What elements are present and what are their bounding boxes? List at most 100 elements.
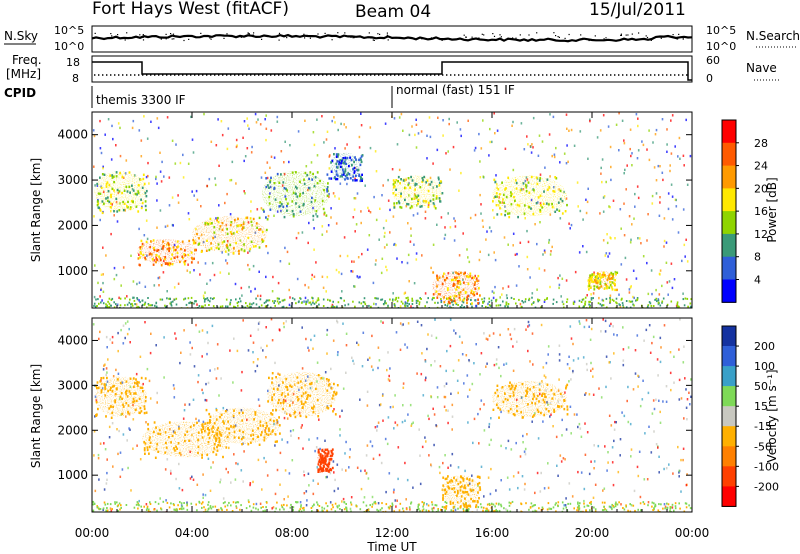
echo-cell	[462, 479, 465, 482]
echo-cell	[412, 421, 414, 424]
ground-scatter-cell	[113, 301, 115, 304]
echo-cell	[177, 194, 179, 197]
echo-cell	[432, 407, 434, 410]
ground-scatter-cell	[359, 508, 362, 511]
echo-cell	[132, 200, 134, 203]
ground-scatter-cell	[495, 510, 497, 512]
echo-cell	[215, 409, 218, 412]
ground-scatter-cell	[321, 506, 323, 509]
echo-cell	[490, 438, 492, 442]
echo-cell	[653, 430, 655, 433]
echo-cell	[99, 218, 101, 222]
echo-cell	[112, 137, 114, 141]
echo-cell	[326, 467, 329, 471]
colorbar-tick-label: 12	[754, 228, 768, 241]
echo-cell	[566, 383, 569, 387]
echo-cell	[258, 321, 261, 324]
ground-scatter-cell	[362, 301, 365, 304]
echo-cell	[326, 328, 329, 332]
echo-cell	[596, 272, 599, 275]
ground-scatter-cell	[640, 509, 642, 512]
echo-cell	[482, 225, 484, 228]
echo-cell	[599, 280, 602, 283]
ground-scatter-cell	[590, 298, 593, 301]
echo-cell	[356, 275, 359, 278]
echo-cell	[155, 344, 157, 347]
echo-cell	[94, 489, 97, 493]
echo-cell	[265, 127, 268, 130]
echo-cell	[222, 455, 224, 459]
noise-search-dot	[331, 39, 333, 41]
echo-cell	[108, 407, 111, 410]
echo-cell	[490, 417, 492, 420]
ground-scatter-cell	[106, 507, 108, 509]
echo-cell	[353, 197, 356, 200]
echo-cell	[500, 410, 502, 414]
echo-cell	[459, 481, 462, 484]
echo-cell	[538, 179, 541, 182]
echo-cell	[217, 118, 219, 121]
echo-cell	[271, 339, 274, 342]
echo-cell	[270, 176, 272, 179]
echo-cell	[474, 274, 476, 278]
echo-cell	[397, 200, 400, 203]
ground-scatter-cell	[264, 305, 267, 308]
noise-search-dot	[564, 37, 566, 39]
echo-cell	[242, 436, 245, 439]
echo-cell	[413, 282, 416, 285]
echo-cell	[297, 130, 300, 133]
echo-cell	[393, 206, 396, 209]
echo-cell	[502, 193, 505, 196]
echo-cell	[479, 373, 481, 376]
ground-scatter-cell	[590, 297, 593, 300]
echo-cell	[369, 126, 372, 129]
echo-cell	[497, 394, 499, 398]
echo-cell	[347, 177, 349, 180]
echo-cell	[197, 431, 200, 434]
echo-cell	[312, 214, 315, 218]
ground-scatter-cell	[230, 504, 232, 507]
ground-scatter-cell	[184, 297, 187, 300]
ground-scatter-cell	[676, 301, 679, 304]
echo-cell	[273, 156, 276, 159]
echo-cell	[399, 305, 402, 308]
echo-cell	[145, 195, 148, 198]
echo-cell	[502, 287, 504, 290]
ground-scatter-cell	[145, 509, 148, 511]
echo-cell	[372, 281, 375, 285]
echo-cell	[143, 234, 146, 237]
echo-cell	[144, 200, 147, 203]
echo-cell	[305, 504, 308, 507]
echo-cell	[546, 383, 549, 386]
echo-cell	[443, 506, 446, 509]
noise-search-dot	[557, 36, 559, 38]
ground-scatter-cell	[629, 510, 632, 512]
echo-cell	[523, 212, 526, 215]
echo-cell	[372, 368, 374, 372]
echo-cell	[260, 176, 263, 179]
echo-cell	[265, 228, 268, 232]
echo-cell	[162, 240, 164, 243]
echo-cell	[382, 393, 384, 396]
echo-cell	[633, 489, 636, 493]
echo-cell	[218, 164, 220, 167]
ground-scatter-cell	[137, 502, 139, 505]
echo-cell	[665, 467, 668, 470]
echo-cell	[560, 460, 563, 463]
echo-cell	[466, 275, 469, 278]
echo-cell	[122, 324, 125, 327]
echo-cell	[173, 256, 176, 259]
echo-cell	[510, 203, 513, 206]
ground-scatter-cell	[214, 505, 217, 508]
echo-cell	[264, 430, 267, 433]
echo-cell	[499, 408, 502, 411]
ground-scatter-cell	[305, 303, 307, 306]
echo-cell	[159, 151, 161, 154]
echo-cell	[522, 416, 524, 419]
echo-cell	[201, 423, 204, 426]
echo-cell	[639, 404, 642, 408]
ground-scatter-cell	[534, 306, 537, 308]
echo-cell	[148, 438, 151, 441]
echo-cell	[505, 195, 508, 199]
